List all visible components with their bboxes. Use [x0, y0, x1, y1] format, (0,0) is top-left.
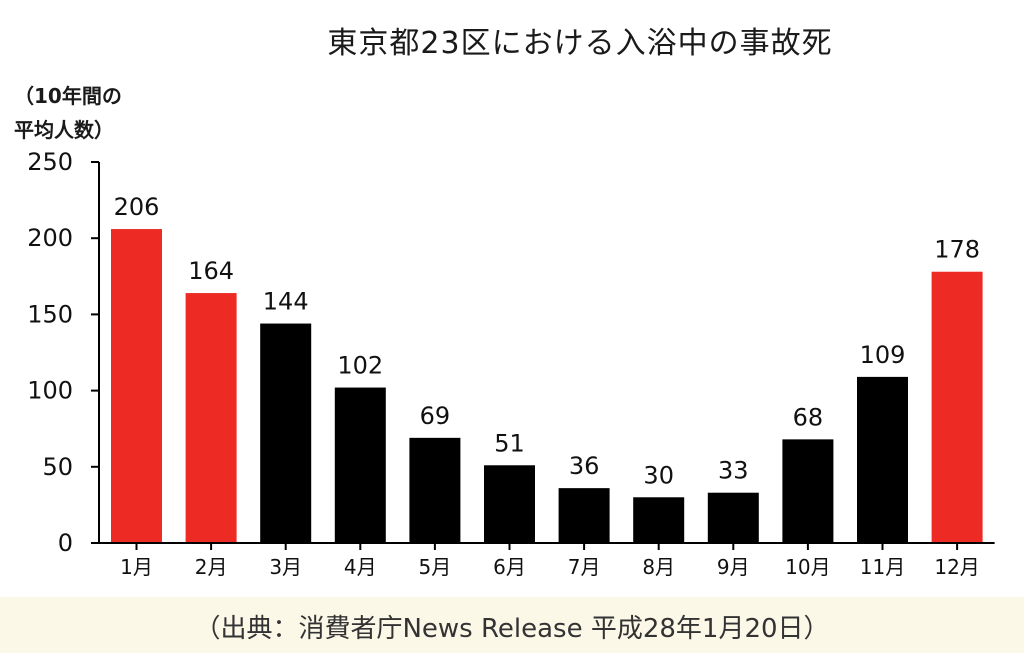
bar-6月	[484, 465, 535, 543]
data-label: 68	[793, 403, 824, 431]
bar-chart: 0 50 100 150 200 250 206 164 144 102 69 51 36 30 33 68…	[27, 148, 995, 579]
y-tick-label: 150	[27, 300, 73, 328]
x-tick-label: 9月	[717, 555, 750, 579]
y-axis-label-line-1: （10年間の	[14, 84, 122, 108]
bar-5月	[409, 437, 461, 543]
chart-title: 東京都23区における入浴中の事故死	[327, 26, 833, 61]
y-tick-label: 200	[27, 224, 73, 252]
x-tick-label: 8月	[642, 555, 675, 579]
bar-12月	[931, 271, 983, 543]
data-label: 33	[718, 457, 749, 485]
bar-1月	[111, 229, 162, 543]
bar-7月	[558, 488, 610, 543]
bar-9月	[707, 492, 759, 543]
x-tick-label: 12月	[934, 555, 979, 579]
source-band	[0, 597, 1024, 653]
bar-4月	[334, 387, 386, 543]
x-tick-label: 11月	[860, 555, 905, 579]
bar-11月	[857, 376, 908, 543]
x-tick-label: 2月	[195, 555, 228, 579]
data-label: 102	[337, 352, 383, 380]
source-note: （出典：消費者庁News Release 平成28年1月20日）	[194, 614, 830, 644]
x-tick-label: 3月	[269, 555, 302, 579]
x-tick-label: 1月	[120, 555, 153, 579]
x-tick-label: 10月	[785, 555, 830, 579]
data-label: 178	[934, 236, 980, 264]
x-axis: 1月 2月 3月 4月 5月 6月 7月 8月 9月 10月 11月 12月	[99, 542, 995, 579]
data-label: 164	[188, 257, 234, 285]
bar-8月	[633, 497, 685, 543]
x-tick-label: 5月	[419, 555, 452, 579]
x-tick-label: 6月	[493, 555, 526, 579]
y-tick-label: 50	[42, 453, 73, 481]
y-axis-label-line-2: 平均人数）	[14, 118, 114, 142]
y-axis: 0 50 100 150 200 250	[27, 148, 100, 557]
y-tick-label: 0	[58, 529, 73, 557]
bar-2月	[185, 293, 237, 543]
data-label: 206	[114, 193, 160, 221]
data-label: 109	[860, 341, 906, 369]
data-label: 69	[420, 402, 451, 430]
bar-10月	[782, 439, 834, 543]
bar-3月	[260, 323, 312, 543]
x-tick-label: 7月	[568, 555, 601, 579]
data-label: 30	[643, 461, 674, 489]
data-label: 36	[569, 452, 600, 480]
data-label: 144	[263, 288, 309, 316]
y-tick-label: 250	[27, 148, 73, 176]
y-tick-label: 100	[27, 377, 73, 405]
bars	[111, 229, 983, 543]
data-label: 51	[494, 429, 525, 457]
x-tick-label: 4月	[344, 555, 377, 579]
data-labels: 206 164 144 102 69 51 36 30 33 68 109 178	[114, 193, 980, 489]
